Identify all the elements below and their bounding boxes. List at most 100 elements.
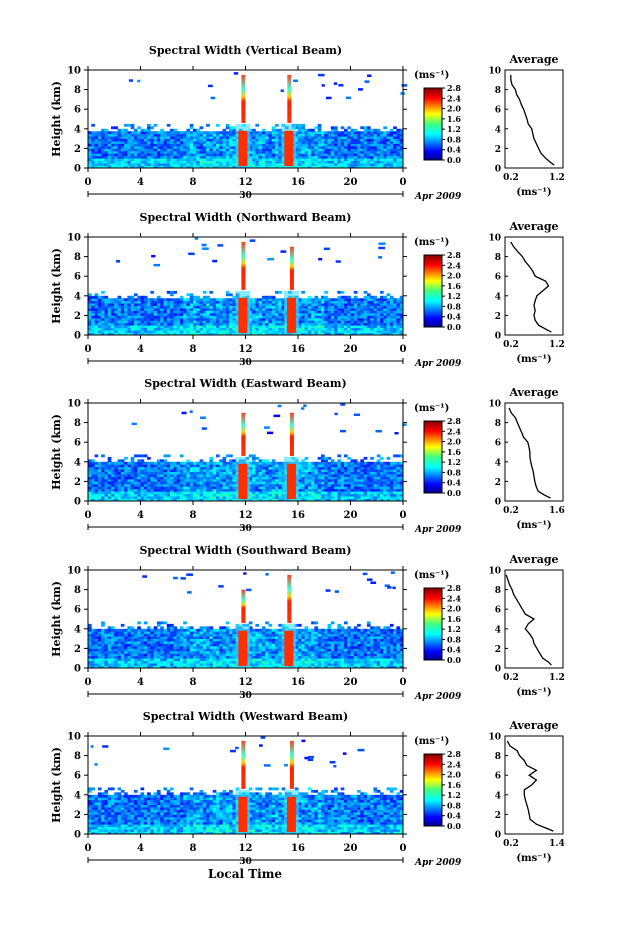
average-frame xyxy=(504,402,564,502)
y-tick-label: 6 xyxy=(74,605,81,616)
average-y-tick-label: 8 xyxy=(495,752,501,762)
y-tick-label: 0 xyxy=(74,830,81,841)
y-tick-label: 2 xyxy=(74,477,81,488)
panel-4: Spectral Width (Southward Beam) 0 2 4 6 8 10 He… xyxy=(50,544,565,702)
average-y-tick-label: 8 xyxy=(495,586,501,596)
y-axis-label: Height (km) xyxy=(50,81,63,157)
average-y-tick-label: 10 xyxy=(488,400,501,410)
average-y-tick-label: 10 xyxy=(488,733,501,743)
x-tick-label: 8 xyxy=(190,677,197,688)
x-tick-label: 12 xyxy=(239,344,253,355)
y-tick-label: 4 xyxy=(74,124,81,135)
colorbar-units: (ms⁻¹) xyxy=(414,237,449,248)
x-tick-label: 0 xyxy=(400,677,407,688)
rain-band xyxy=(284,630,294,667)
colorbar-tick-label: 0.8 xyxy=(447,467,461,477)
x-tick-label: 8 xyxy=(190,177,197,188)
day-label: 30 xyxy=(239,358,252,368)
y-tick-label: 2 xyxy=(74,810,81,821)
y-tick-label: 6 xyxy=(74,105,81,116)
colorbar-units: (ms⁻¹) xyxy=(414,736,449,747)
average-x-tick-label: 1.2 xyxy=(549,173,565,183)
colorbar-tick-label: 1.6 xyxy=(447,114,461,124)
average-profile-line xyxy=(506,740,554,832)
y-tick-label: 10 xyxy=(67,566,81,577)
average-y-tick-label: 0 xyxy=(495,498,501,508)
average-y-tick-label: 2 xyxy=(495,645,501,655)
x-tick-label: 16 xyxy=(291,677,305,688)
average-y-tick-label: 0 xyxy=(495,831,501,841)
average-x-tick-label: 1.6 xyxy=(549,506,565,516)
x-tick-label: 20 xyxy=(344,510,358,521)
colorbar xyxy=(423,87,443,161)
y-tick-label: 6 xyxy=(74,771,81,782)
average-y-tick-label: 6 xyxy=(495,772,501,782)
colorbar-tick-label: 2.8 xyxy=(447,250,461,260)
panel-1: Spectral Width (Vertical Beam) 0 2 4 6 8 10 Hei… xyxy=(50,44,565,202)
x-tick-label: 20 xyxy=(344,843,358,854)
y-tick-label: 0 xyxy=(74,664,81,675)
average-y-tick-label: 4 xyxy=(495,791,501,801)
date-label: Apr 2009 xyxy=(414,192,462,202)
average-y-tick-label: 8 xyxy=(495,419,501,429)
colorbar-tick-label: 1.2 xyxy=(447,291,461,301)
rain-band xyxy=(238,796,248,833)
y-axis-label: Height (km) xyxy=(50,581,63,657)
colorbar-tick-label: 0.0 xyxy=(447,155,461,165)
panel-title: Spectral Width (Southward Beam) xyxy=(139,544,351,557)
y-tick-label: 8 xyxy=(74,418,81,429)
x-tick-label: 20 xyxy=(344,344,358,355)
panel-3: Spectral Width (Eastward Beam) 0 2 4 6 8 10 Hei… xyxy=(50,377,565,535)
colorbar-tick-label: 0.4 xyxy=(447,645,461,655)
rain-band xyxy=(286,796,296,833)
average-title: Average xyxy=(508,553,558,566)
day-label: 30 xyxy=(239,524,252,534)
x-tick-label: 16 xyxy=(291,843,305,854)
x-tick-label: 0 xyxy=(85,510,92,521)
colorbar-tick-label: 0.8 xyxy=(447,634,461,644)
average-x-tick-label: 1.2 xyxy=(549,673,565,683)
x-tick-label: 0 xyxy=(400,843,407,854)
average-frame xyxy=(504,69,564,169)
y-tick-label: 8 xyxy=(74,751,81,762)
rain-band xyxy=(284,130,294,167)
panel-title: Spectral Width (Westward Beam) xyxy=(143,710,348,723)
colorbar-tick-label: 1.2 xyxy=(447,624,461,634)
y-tick-label: 10 xyxy=(67,399,81,410)
average-y-tick-label: 2 xyxy=(495,312,501,322)
x-tick-label: 12 xyxy=(239,677,253,688)
average-x-label: (ms⁻¹) xyxy=(516,687,551,698)
colorbar-tick-label: 2.0 xyxy=(447,104,461,114)
average-y-tick-label: 6 xyxy=(495,106,501,116)
colorbar-tick-label: 2.0 xyxy=(447,770,461,780)
average-y-tick-label: 0 xyxy=(495,665,501,675)
average-x-tick-label: 1.4 xyxy=(549,839,565,849)
x-axis-label: Local Time xyxy=(208,867,282,881)
y-tick-label: 2 xyxy=(74,311,81,322)
average-y-tick-label: 10 xyxy=(488,234,501,244)
x-tick-label: 0 xyxy=(400,344,407,355)
colorbar-tick-label: 2.4 xyxy=(447,93,461,103)
date-label: Apr 2009 xyxy=(414,359,462,369)
colorbar-tick-label: 0.8 xyxy=(447,800,461,810)
heatmap-cells xyxy=(88,736,404,835)
colorbar-tick-label: 2.4 xyxy=(447,759,461,769)
colorbar-tick-label: 1.2 xyxy=(447,790,461,800)
average-y-tick-label: 6 xyxy=(495,273,501,283)
heatmap-cells xyxy=(88,237,404,336)
average-y-tick-label: 10 xyxy=(488,67,501,77)
colorbar-units: (ms⁻¹) xyxy=(414,403,449,414)
x-tick-label: 12 xyxy=(239,177,253,188)
colorbar-tick-label: 0.0 xyxy=(447,821,461,831)
colorbar xyxy=(423,254,443,328)
average-y-tick-label: 4 xyxy=(495,625,501,635)
x-tick-label: 4 xyxy=(137,843,144,854)
x-tick-label: 0 xyxy=(400,510,407,521)
x-tick-label: 20 xyxy=(344,677,358,688)
average-title: Average xyxy=(508,719,558,732)
average-frame xyxy=(504,735,564,835)
y-tick-label: 4 xyxy=(74,790,81,801)
colorbar-tick-label: 1.6 xyxy=(447,780,461,790)
x-tick-label: 0 xyxy=(85,677,92,688)
x-tick-label: 16 xyxy=(291,177,305,188)
